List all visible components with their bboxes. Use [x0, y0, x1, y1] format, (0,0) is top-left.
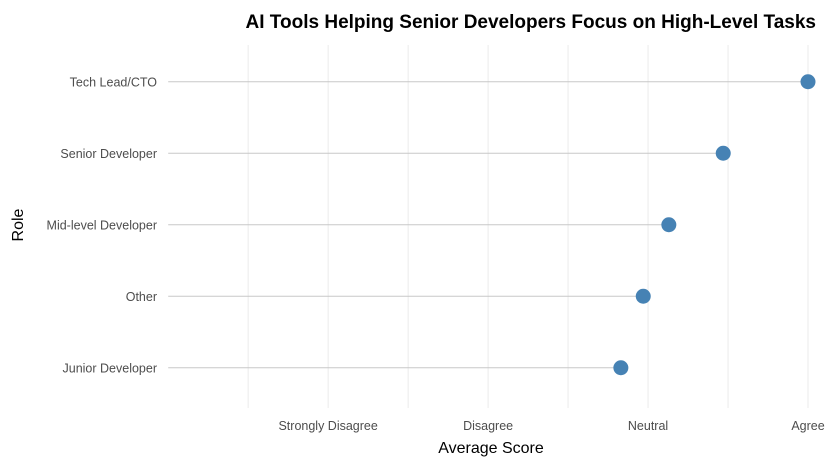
data-point: [613, 360, 629, 376]
chart-title: AI Tools Helping Senior Developers Focus…: [246, 12, 816, 33]
x-tick-label: Strongly Disagree: [278, 419, 377, 433]
data-point: [715, 145, 731, 161]
data-points: [613, 74, 816, 376]
x-tick-label: Disagree: [463, 419, 513, 433]
data-point: [800, 74, 816, 90]
grid: [247, 45, 809, 408]
data-point: [661, 217, 677, 233]
y-tick-label: Mid-level Developer: [47, 218, 157, 232]
data-point: [635, 288, 651, 304]
y-tick-label: Senior Developer: [60, 147, 157, 161]
y-tick-label: Other: [126, 290, 157, 304]
x-axis-title: Average Score: [438, 440, 544, 457]
y-axis-title: Role: [10, 208, 27, 241]
x-axis-ticks: Strongly Disagree Disagree Neutral Agree: [278, 419, 824, 433]
segments: [168, 81, 809, 369]
y-axis-ticks: Tech Lead/CTO Senior Developer Mid-level D…: [47, 75, 158, 375]
y-tick-label: Tech Lead/CTO: [70, 75, 158, 89]
y-tick-label: Junior Developer: [63, 361, 158, 375]
x-tick-label: Neutral: [628, 419, 668, 433]
x-tick-label: Agree: [791, 419, 824, 433]
